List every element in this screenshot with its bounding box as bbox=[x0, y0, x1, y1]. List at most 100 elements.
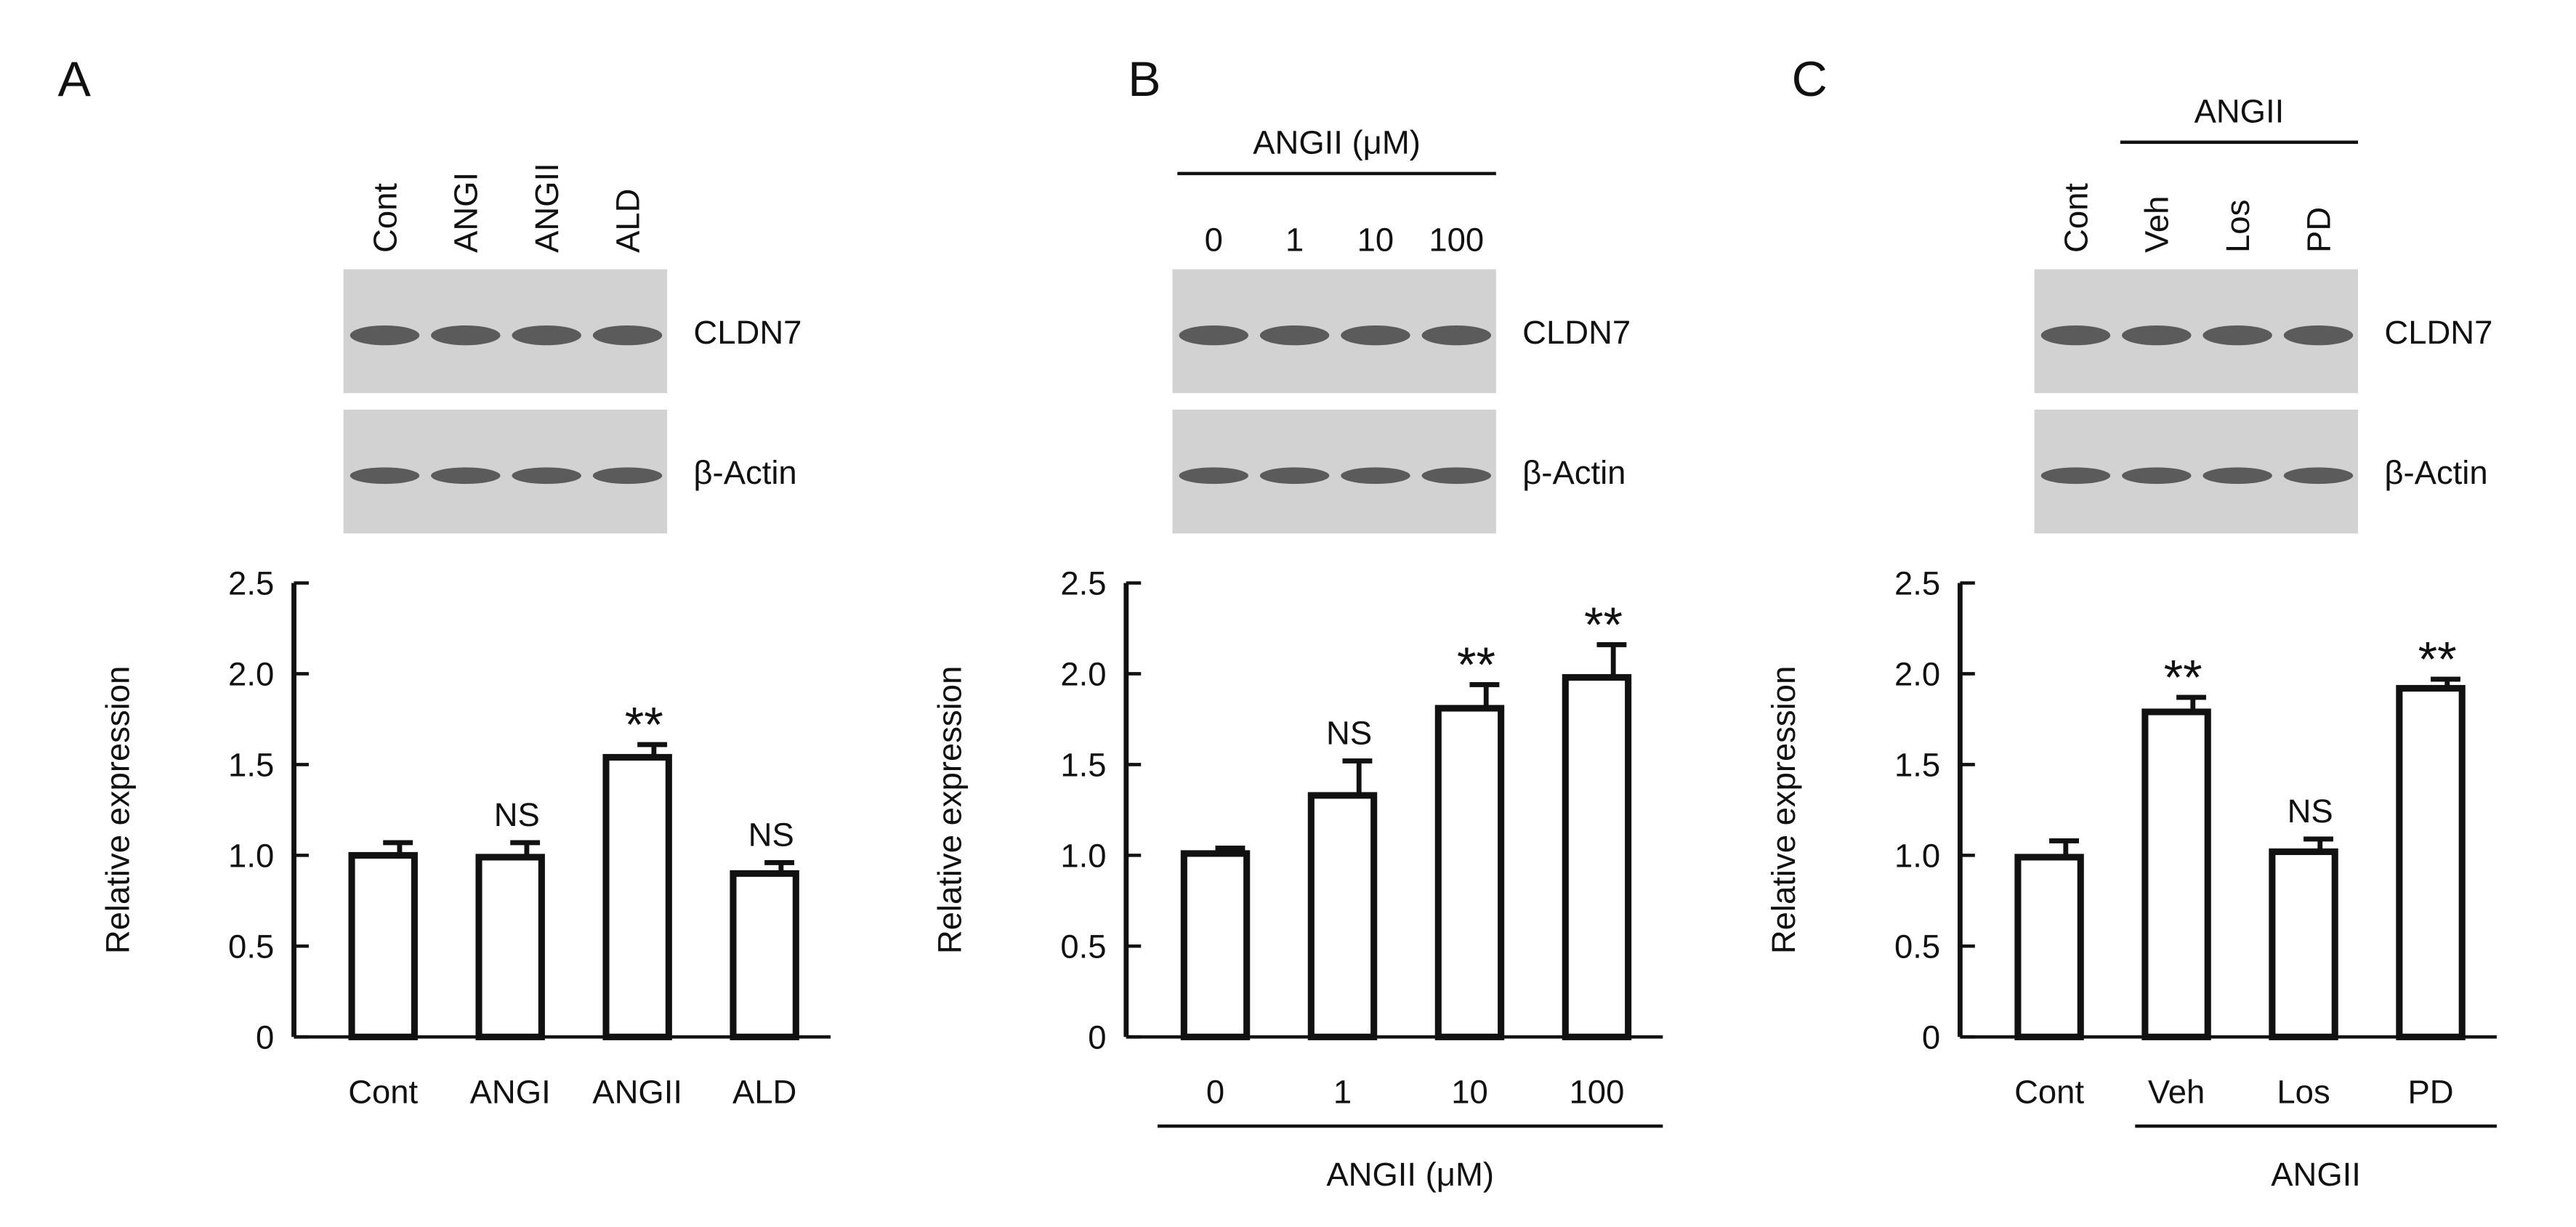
y-tick-label: 1.5 bbox=[1060, 746, 1106, 783]
y-tick-label: 2.5 bbox=[1894, 564, 1940, 602]
error-bar bbox=[1342, 758, 1373, 795]
error-bar bbox=[637, 742, 668, 758]
blot-band bbox=[512, 325, 581, 346]
y-tick-label: 0 bbox=[256, 1019, 274, 1056]
blot-band bbox=[2283, 325, 2354, 346]
significance-label: NS bbox=[1326, 715, 1372, 752]
y-tick-label: 1.5 bbox=[228, 746, 274, 783]
y-tick-label: 1.0 bbox=[228, 837, 274, 874]
y-tick-label: 2.5 bbox=[228, 564, 274, 602]
blot-band bbox=[2283, 467, 2354, 485]
lane-label: 10 bbox=[1357, 222, 1394, 259]
lane-label: 1 bbox=[1285, 222, 1304, 259]
significance-label: ** bbox=[1457, 637, 1495, 692]
panel-letter: B bbox=[1128, 52, 1160, 107]
bar bbox=[1307, 792, 1378, 1040]
bar bbox=[2269, 848, 2338, 1040]
x-tick-label: PD bbox=[2407, 1073, 2453, 1110]
bar bbox=[475, 854, 545, 1040]
error-bar bbox=[383, 840, 413, 856]
blot-band bbox=[1259, 325, 1330, 346]
error-bar bbox=[2304, 836, 2333, 852]
x-tick-label: 10 bbox=[1451, 1073, 1488, 1110]
y-tick-label: 1.0 bbox=[1060, 837, 1106, 874]
significance-label: ** bbox=[2164, 649, 2202, 705]
y-tick-label: 0 bbox=[1922, 1019, 1940, 1056]
bar bbox=[1434, 705, 1505, 1040]
significance-label: NS bbox=[748, 817, 794, 854]
y-tick-label: 0.5 bbox=[1060, 928, 1106, 965]
significance-label: ** bbox=[1584, 597, 1623, 652]
blot-label: CLDN7 bbox=[2384, 314, 2492, 351]
y-tick-label: 0.5 bbox=[228, 928, 274, 965]
error-bar bbox=[2431, 676, 2460, 689]
blot-band bbox=[431, 467, 501, 485]
x-group-label: ANGII bbox=[2271, 1156, 2361, 1193]
lane-label: Los bbox=[2219, 200, 2256, 253]
y-tick-label: 0 bbox=[1088, 1019, 1106, 1056]
x-tick-label: ANGII bbox=[592, 1073, 682, 1110]
x-tick-label: 0 bbox=[1206, 1073, 1224, 1110]
lane-label: ALD bbox=[609, 189, 646, 253]
blot-band bbox=[2122, 467, 2192, 485]
lane-label: 100 bbox=[1429, 222, 1484, 259]
significance-label: NS bbox=[2288, 793, 2333, 830]
significance-label: ** bbox=[2418, 631, 2457, 687]
blot-band bbox=[2040, 467, 2111, 485]
y-tick-label: 0.5 bbox=[1894, 928, 1940, 965]
x-tick-label: ALD bbox=[732, 1073, 796, 1110]
y-tick-label: 2.0 bbox=[1060, 655, 1106, 692]
y-tick-label: 2.0 bbox=[1894, 655, 1940, 692]
blot-band bbox=[1421, 325, 1492, 346]
blot-band bbox=[2202, 325, 2272, 346]
lane-label: Cont bbox=[366, 183, 403, 253]
y-tick-label: 2.0 bbox=[228, 655, 274, 692]
panel-letter: A bbox=[58, 52, 92, 107]
blot-band bbox=[1421, 467, 1492, 485]
y-axis-label: Relative expression bbox=[932, 666, 969, 955]
error-bar bbox=[764, 860, 795, 874]
y-axis-label: Relative expression bbox=[99, 666, 136, 955]
blot-band bbox=[1179, 467, 1248, 485]
x-tick-label: Cont bbox=[348, 1073, 418, 1110]
bar bbox=[1562, 673, 1632, 1040]
error-bar bbox=[1596, 642, 1627, 678]
lane-label: ANGI bbox=[448, 172, 485, 253]
error-bar bbox=[510, 840, 541, 857]
bar bbox=[602, 753, 672, 1040]
blot-label: β-Actin bbox=[693, 454, 796, 491]
y-axis-label: Relative expression bbox=[1765, 666, 1802, 955]
x-tick-label: Cont bbox=[2014, 1073, 2084, 1110]
blot-group-label: ANGII (μM) bbox=[1253, 124, 1421, 161]
significance-label: ** bbox=[625, 697, 663, 752]
blot-label: β-Actin bbox=[2384, 454, 2487, 491]
lane-label: PD bbox=[2300, 207, 2337, 253]
blot-band bbox=[2202, 467, 2272, 485]
blot-band bbox=[1179, 325, 1248, 346]
blot-band bbox=[431, 325, 501, 346]
bar bbox=[730, 870, 799, 1040]
y-tick-label: 1.0 bbox=[1894, 837, 1940, 874]
y-tick-label: 1.5 bbox=[1894, 746, 1940, 783]
blot-band bbox=[2122, 325, 2192, 346]
bar bbox=[2396, 684, 2466, 1040]
blot-band bbox=[592, 325, 663, 346]
x-tick-label: 100 bbox=[1570, 1073, 1625, 1110]
x-tick-label: Los bbox=[2277, 1073, 2330, 1110]
error-bar bbox=[2049, 838, 2079, 857]
blot-band bbox=[1259, 467, 1330, 485]
lane-label: Veh bbox=[2139, 196, 2176, 253]
blot-label: β-Actin bbox=[1522, 454, 1626, 491]
lane-label: ANGII bbox=[528, 163, 565, 253]
blot-band bbox=[512, 467, 581, 485]
x-tick-label: Veh bbox=[2148, 1073, 2205, 1110]
x-group-label: ANGII (μM) bbox=[1326, 1156, 1494, 1193]
bar bbox=[2014, 854, 2084, 1040]
bar bbox=[2141, 708, 2211, 1040]
blot-band bbox=[1341, 325, 1410, 346]
blot-band bbox=[1341, 467, 1410, 485]
blot-group-label: ANGII bbox=[2195, 92, 2285, 129]
blot-label: CLDN7 bbox=[1522, 314, 1631, 351]
blot-band bbox=[350, 467, 420, 485]
